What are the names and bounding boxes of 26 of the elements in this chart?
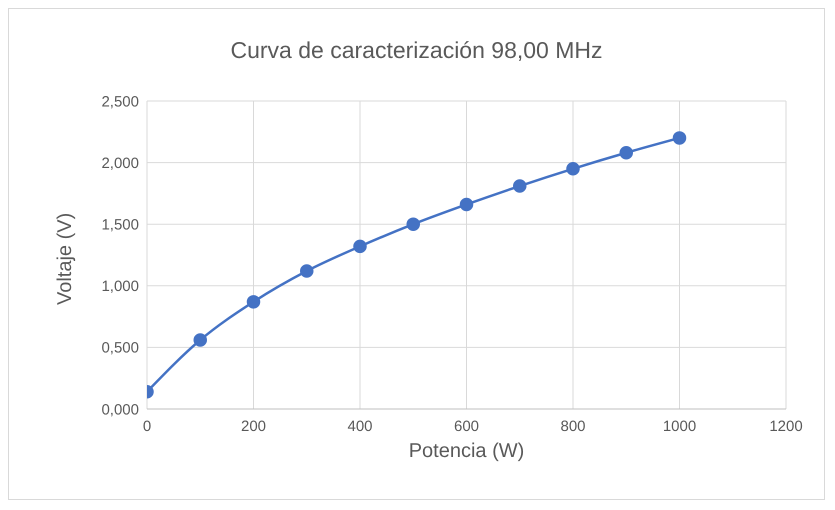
chart-title: Curva de caracterización 98,00 MHz <box>230 37 604 64</box>
y-tick-label: 0,000 <box>101 401 139 418</box>
point <box>194 333 207 347</box>
x-tick-label: 400 <box>347 418 373 435</box>
x-tick-label: 600 <box>454 418 480 435</box>
point <box>620 146 633 160</box>
point <box>246 295 260 309</box>
point <box>566 162 580 176</box>
y-axis-title: Voltaje (V) <box>54 212 76 305</box>
y-tick-label: 1,500 <box>101 216 139 234</box>
x-tick-label: 800 <box>560 418 586 435</box>
point <box>460 198 474 212</box>
x-tick-label: 1200 <box>769 418 803 435</box>
y-tick-label: 2,500 <box>101 93 139 110</box>
point <box>353 240 367 254</box>
y-tick-label: 0,500 <box>101 340 139 357</box>
y-tick-label: 2,000 <box>101 154 139 172</box>
x-tick-label: 200 <box>240 418 266 435</box>
point <box>406 217 420 231</box>
y-tick-label: 1,000 <box>101 278 139 296</box>
x-axis-title: Potencia (W) <box>408 440 524 462</box>
point <box>672 131 686 145</box>
x-tick-label: 0 <box>142 418 152 435</box>
point <box>300 264 314 278</box>
point <box>513 179 526 193</box>
x-tick-label: 1000 <box>662 418 696 435</box>
